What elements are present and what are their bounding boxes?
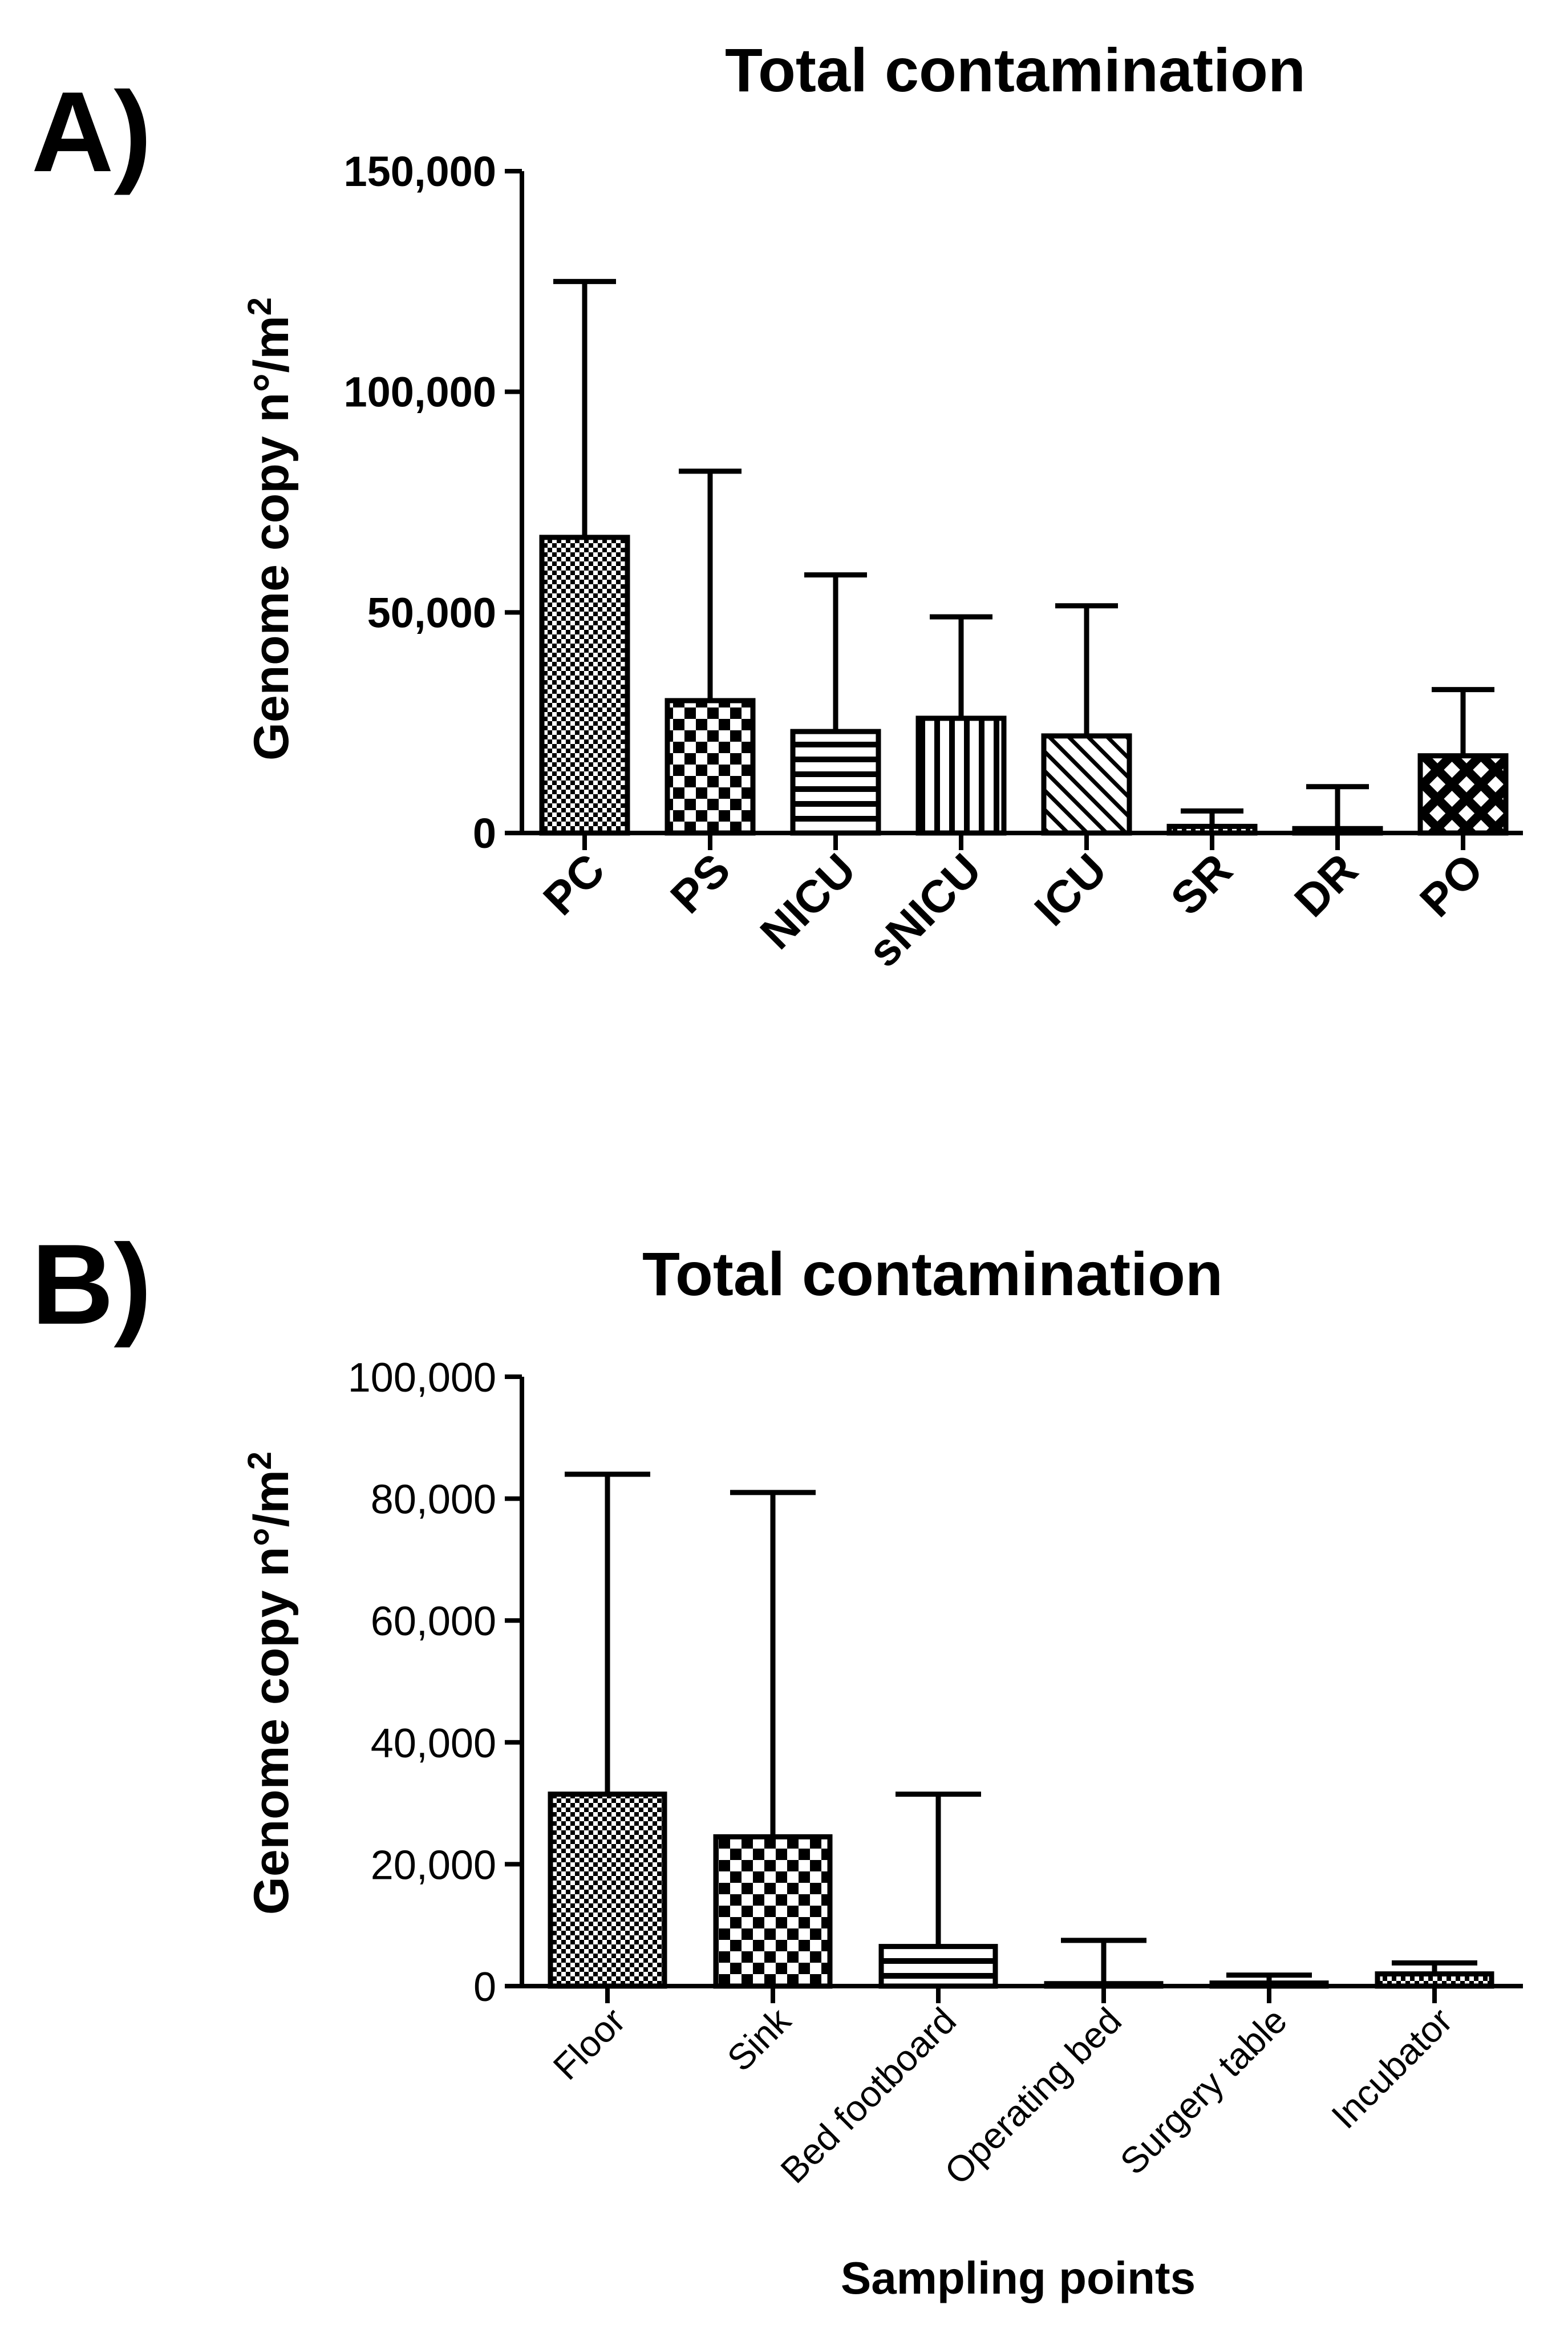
- x-category-label: Sink: [719, 1999, 799, 2079]
- bar-incubator: [1375, 1971, 1494, 1989]
- chart-b-xlabel: Sampling points: [841, 2253, 1196, 2303]
- chart-a: Total contamination Genome copy n°/m2 0 5…: [241, 35, 1523, 977]
- chart-b-ylabel: Genome copy n°/m2: [241, 1451, 299, 1915]
- x-category-label: Bed footboard: [773, 2000, 964, 2191]
- x-category-label: ICU: [1025, 844, 1116, 935]
- chart-a-title: Total contamination: [725, 35, 1306, 104]
- y-tick-label: 40,000: [371, 1721, 496, 1766]
- chart-a-ylabel-main: Genome copy n°/m: [244, 316, 299, 761]
- panel-label-b: B): [31, 1221, 152, 1348]
- bar-nicu: [790, 729, 881, 836]
- x-category-label: PO: [1410, 844, 1493, 927]
- x-category-label: PC: [534, 844, 615, 925]
- bar-sink: [713, 1834, 833, 1989]
- y-tick-label: 60,000: [371, 1599, 496, 1644]
- bar-snicu: [915, 715, 1007, 836]
- x-category-label: Floor: [545, 2000, 633, 2088]
- bar-sr: [1166, 823, 1258, 836]
- bar-operating-bed: [1044, 1981, 1164, 1989]
- y-tick-label: 20,000: [371, 1842, 496, 1888]
- chart-b-title: Total contamination: [642, 1239, 1223, 1308]
- chart-b-ylabel-sup: 2: [241, 1451, 278, 1470]
- y-tick-label: 100,000: [348, 1355, 496, 1401]
- bar-dr: [1292, 826, 1383, 836]
- bar-po: [1417, 753, 1509, 836]
- x-category-label: Surgery table: [1112, 2000, 1295, 2182]
- x-category-label: Operating bed: [937, 2000, 1129, 2193]
- x-category-label: Incubator: [1323, 2000, 1460, 2137]
- bar-pc: [539, 535, 630, 836]
- y-tick-label: 100,000: [344, 369, 497, 416]
- x-category-label: DR: [1285, 844, 1367, 927]
- x-category-label: PS: [661, 844, 740, 923]
- y-tick-label: 0: [473, 810, 496, 857]
- bar-ps: [665, 698, 756, 836]
- chart-a-ylabel-sup: 2: [241, 297, 278, 316]
- y-tick-label: 50,000: [367, 589, 496, 636]
- bar-floor: [548, 1792, 667, 1989]
- chart-b-ylabel-main: Genome copy n°/m: [244, 1470, 299, 1915]
- chart-b: Total contamination Genome copy n°/m2 Sa…: [241, 1239, 1523, 2303]
- panel-label-a: A): [31, 68, 152, 196]
- bar-icu: [1041, 733, 1132, 836]
- y-tick-label: 0: [473, 1964, 496, 2010]
- chart-b-plot: 0 20,000 40,000 60,000 80,000 100,000 Floor Sin…: [348, 1355, 1523, 2193]
- y-tick-label: 80,000: [371, 1477, 496, 1523]
- bar-bed-footboard: [878, 1944, 998, 1989]
- x-category-label: NICU: [751, 844, 865, 959]
- x-category-label: sNICU: [858, 844, 991, 977]
- y-tick-label: 150,000: [344, 148, 497, 195]
- chart-a-ylabel: Genome copy n°/m2: [241, 297, 299, 761]
- x-category-label: SR: [1161, 844, 1242, 925]
- bar-surgery-table: [1209, 1980, 1329, 1989]
